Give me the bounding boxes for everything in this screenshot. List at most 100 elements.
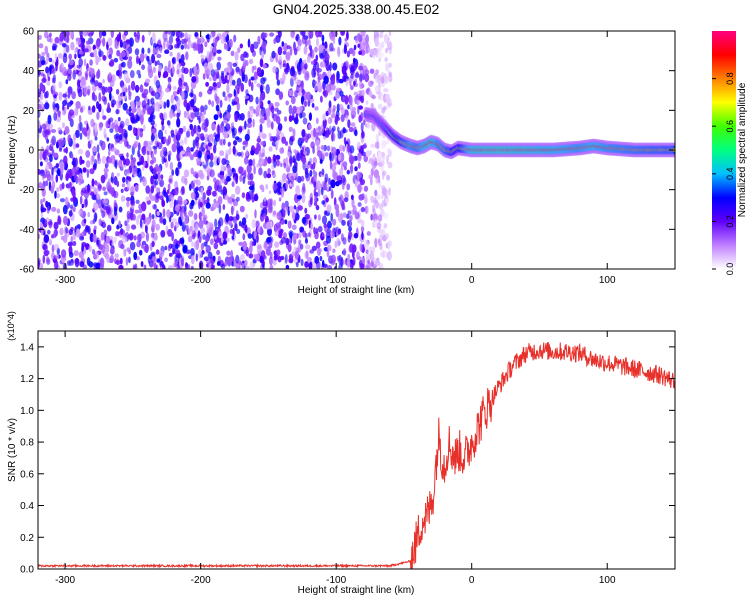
heatmap-cell [286, 45, 291, 50]
colorbar-tick-label: 0.8 [725, 72, 735, 85]
heatmap-cell [217, 124, 220, 134]
heatmap-cell [219, 112, 223, 119]
heatmap-cell [160, 230, 166, 238]
heatmap-cell [299, 143, 302, 149]
heatmap-cell [285, 237, 290, 246]
heatmap-cell [105, 245, 110, 253]
heatmap-cell [263, 242, 268, 250]
heatmap-cell [174, 44, 178, 49]
heatmap-cell [302, 117, 308, 125]
heatmap-cell [46, 145, 50, 155]
heatmap-cell [105, 161, 109, 168]
heatmap-cell [226, 175, 231, 182]
heatmap-cell [148, 31, 152, 36]
heatmap-cell [289, 238, 292, 244]
heatmap-cell [40, 72, 44, 77]
heatmap-cell [209, 76, 212, 82]
heatmap-cell [114, 123, 119, 133]
heatmap-cell [159, 216, 163, 224]
heatmap-cell [170, 108, 174, 117]
heatmap-cell [388, 71, 392, 78]
heatmap-cell [308, 31, 312, 40]
heatmap-cell [115, 70, 120, 77]
heatmap-cell [49, 65, 52, 75]
heatmap-cell [97, 68, 101, 79]
heatmap-cell [307, 161, 311, 166]
spectrogram-x-ticks: -300 -200 -100 0 100 [55, 31, 616, 286]
heatmap-cell [62, 234, 68, 244]
heatmap-cell [232, 127, 237, 136]
heatmap-cell [304, 133, 309, 144]
heatmap-cell [132, 127, 136, 135]
heatmap-cell [107, 37, 113, 47]
heatmap-cell [244, 224, 248, 234]
heatmap-cell [313, 127, 316, 138]
heatmap-cell [306, 56, 311, 64]
heatmap-cell [62, 100, 68, 106]
heatmap-cell [173, 104, 177, 111]
heatmap-cell [194, 224, 199, 234]
heatmap-cell [176, 130, 182, 138]
heatmap-cell [88, 32, 93, 37]
heatmap-cell [383, 88, 389, 93]
heatmap-cell [62, 122, 65, 129]
heatmap-cell [272, 173, 277, 178]
heatmap-cell [86, 168, 90, 179]
heatmap-cell [238, 220, 242, 227]
heatmap-cell [208, 52, 212, 62]
heatmap-cell [250, 76, 255, 81]
heatmap-cell [52, 46, 57, 51]
heatmap-cell [276, 79, 281, 86]
heatmap-cell [164, 257, 169, 263]
heatmap-cell [265, 184, 269, 190]
heatmap-cell [195, 136, 200, 143]
heatmap-cell [327, 116, 333, 125]
heatmap-cell [46, 35, 52, 43]
heatmap-cell [308, 123, 312, 130]
heatmap-cell [54, 52, 57, 61]
heatmap-cell [363, 185, 369, 192]
heatmap-cell [311, 103, 315, 108]
heatmap-cell [314, 106, 319, 111]
heatmap-cell [235, 178, 238, 185]
heatmap-cell [247, 233, 253, 239]
heatmap-cell [213, 144, 217, 154]
heatmap-cell [63, 215, 68, 226]
heatmap-cell [241, 217, 247, 226]
heatmap-cell [217, 56, 222, 61]
heatmap-cell [83, 218, 87, 224]
heatmap-cell [315, 139, 320, 148]
heatmap-cell [97, 239, 101, 250]
heatmap-cell [290, 77, 294, 87]
heatmap-cell [80, 35, 83, 40]
heatmap-cell [205, 69, 211, 78]
heatmap-cell [93, 225, 97, 230]
heatmap-cell [346, 183, 351, 191]
heatmap-cell [168, 252, 173, 257]
heatmap-cell [45, 200, 49, 208]
heatmap-cell [52, 101, 56, 110]
heatmap-cell [69, 31, 74, 39]
heatmap-cell [38, 119, 41, 130]
heatmap-cell [287, 145, 292, 154]
heatmap-cell [177, 108, 181, 113]
heatmap-cell [221, 72, 225, 82]
snr-y-tick-label: 0.4 [20, 501, 34, 512]
heatmap-cell [220, 263, 226, 269]
heatmap-cell [71, 153, 74, 159]
heatmap-cell [38, 182, 43, 187]
heatmap-cell [224, 74, 228, 83]
heatmap-cell [377, 214, 383, 222]
heatmap-cell [208, 99, 212, 105]
heatmap-cell [274, 101, 280, 107]
heatmap-cell [83, 48, 89, 53]
heatmap-cell [136, 234, 142, 242]
heatmap-cell [136, 55, 139, 65]
heatmap-cell [340, 31, 345, 36]
heatmap-cell [295, 261, 299, 268]
heatmap-cell [273, 254, 278, 261]
heatmap-cell [183, 38, 187, 44]
heatmap-cell [68, 210, 73, 217]
heatmap-cell [109, 254, 115, 264]
heatmap-cell [256, 234, 259, 243]
